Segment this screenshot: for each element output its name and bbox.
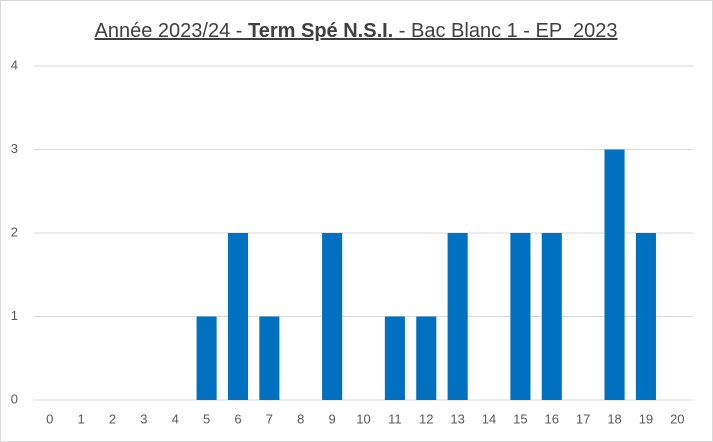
x-tick-label: 14 — [482, 411, 496, 426]
x-tick-label: 12 — [419, 411, 433, 426]
y-tick-label: 2 — [11, 224, 18, 239]
bar — [322, 233, 343, 400]
x-tick-label: 20 — [670, 411, 684, 426]
title-part: - Bac Blanc 1 - EP 2023 — [393, 20, 617, 42]
x-tick-label: 17 — [576, 411, 590, 426]
bar — [259, 316, 280, 400]
x-tick-label: 10 — [356, 411, 370, 426]
bar — [384, 316, 405, 400]
title-part: Année 2023/24 - — [95, 20, 248, 42]
x-tick-label: 4 — [172, 411, 179, 426]
x-tick-label: 0 — [46, 411, 53, 426]
bar — [604, 149, 625, 400]
x-tick-label: 6 — [234, 411, 241, 426]
x-tick-label: 8 — [297, 411, 304, 426]
x-tick-label: 11 — [388, 411, 402, 426]
x-tick-label: 5 — [203, 411, 210, 426]
x-tick-label: 18 — [607, 411, 621, 426]
chart-title: Année 2023/24 - Term Spé N.S.I. - Bac Bl… — [95, 20, 618, 42]
bar — [447, 233, 468, 400]
x-tick-label: 19 — [639, 411, 653, 426]
x-tick-label: 2 — [109, 411, 116, 426]
bar — [196, 316, 217, 400]
x-tick-label: 3 — [140, 411, 147, 426]
bar — [635, 233, 656, 400]
bar — [541, 233, 562, 400]
y-tick-label: 4 — [11, 57, 18, 72]
x-tick-label: 15 — [513, 411, 527, 426]
bar — [510, 233, 531, 400]
y-tick-label: 1 — [11, 308, 18, 323]
x-tick-label: 7 — [266, 411, 273, 426]
x-tick-label: 1 — [77, 411, 84, 426]
bar — [416, 316, 437, 400]
x-tick-label: 16 — [545, 411, 559, 426]
y-tick-label: 0 — [11, 391, 18, 406]
x-tick-label: 13 — [450, 411, 464, 426]
bar — [227, 233, 249, 400]
x-tick-label: 9 — [329, 411, 336, 426]
y-tick-label: 3 — [11, 141, 18, 156]
title-part: Term Spé N.S.I. — [248, 20, 393, 42]
